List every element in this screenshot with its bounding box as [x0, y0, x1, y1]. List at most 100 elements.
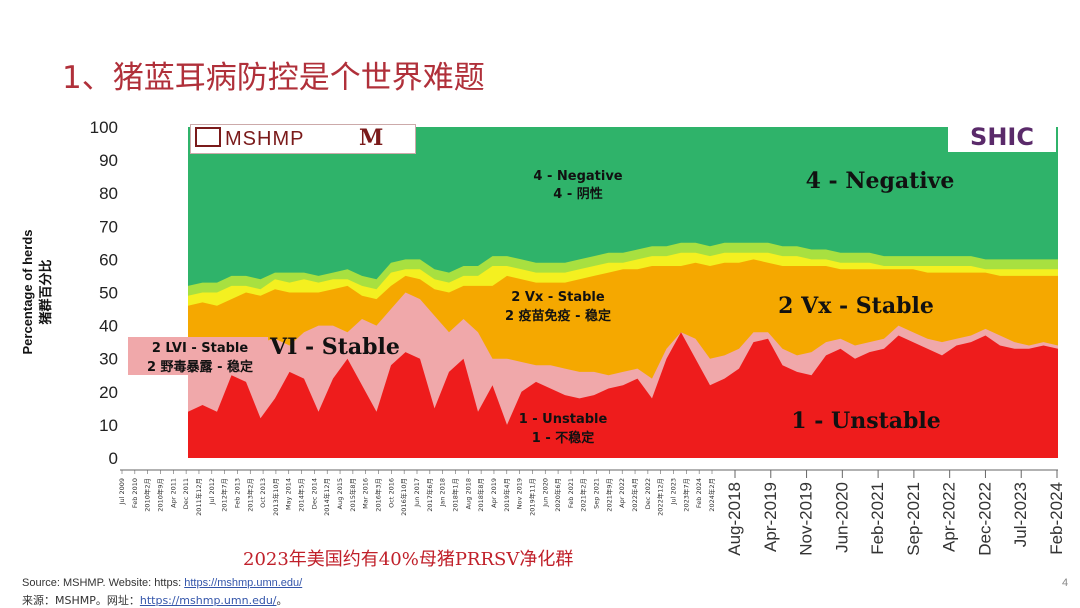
- x-tick-label-small: 2016年3月: [374, 478, 383, 512]
- lvi-label-box: [128, 337, 268, 375]
- y-axis: 0 10 20 30 40 50 60 70 80 90 100 Percentage of herd…: [20, 118, 118, 468]
- umn-logo-mark: M: [359, 125, 384, 151]
- x-tick-label-small: 2017年6月: [425, 478, 434, 512]
- annotation-negative-large: 4 - Negative: [806, 168, 955, 194]
- x-tick-label-small: Jul 2009: [118, 478, 126, 505]
- y-tick-label: 10: [99, 416, 118, 435]
- chart-annotations: 4 - Negative 4 - 阴性 4 - Negative 2 Vx - Sta…: [128, 168, 954, 446]
- annotation-lvi-cn: 2 野毒暴露 - 稳定: [147, 359, 253, 375]
- y-axis-label: Percentage of herds: [20, 230, 35, 355]
- x-tick-label-small: 2010年2月: [143, 478, 152, 512]
- x-tick-label-small: 2023年7月: [681, 478, 690, 512]
- x-tick-label-small: Nov 2019: [516, 478, 524, 509]
- x-tick-label-small: 2021年2月: [579, 478, 588, 512]
- x-tick-label-large: Jul-2023: [1011, 482, 1030, 547]
- slide-title: 1、猪蓝耳病防控是个世界难题: [62, 60, 485, 96]
- x-tick-label-small: 2012年7月: [220, 478, 229, 512]
- x-tick-label-large: Nov-2019: [797, 482, 816, 556]
- x-tick-label-small: Jun 2020: [541, 478, 549, 508]
- x-tick-label-small: Feb 2013: [233, 478, 241, 508]
- source-cn-suffix: 。: [276, 594, 288, 607]
- x-tick-label-small: Feb 2010: [131, 478, 139, 508]
- x-tick-label-small: Apr 2019: [490, 478, 498, 508]
- x-tick-label-small: Jul 2012: [208, 478, 216, 505]
- annotation-lvi-large: VI - Stable: [269, 334, 400, 360]
- x-tick-label-large: Aug-2018: [725, 482, 744, 556]
- x-tick-label-small: Aug 2018: [464, 478, 472, 509]
- x-tick-label-small: Mar 2016: [362, 478, 370, 509]
- mshmp-logo-text: MSHMP: [195, 127, 304, 151]
- annotation-vx-en: 2 Vx - Stable: [511, 290, 605, 305]
- annotation-unstable-large: 1 - Unstable: [791, 408, 940, 434]
- x-tick-label-small: 2013年10月: [271, 478, 280, 516]
- page-number: 4: [1062, 577, 1069, 589]
- x-tick-label-large: Sep-2021: [904, 482, 923, 556]
- annotation-negative-en: 4 - Negative: [533, 169, 622, 184]
- annotation-unstable-en: 1 - Unstable: [519, 412, 608, 427]
- y-tick-label: 70: [99, 217, 118, 236]
- source-chinese: 来源：MSHMP。网址：https://mshmp.umn.edu/。: [22, 592, 288, 608]
- x-tick-label-small: Apr 2022: [618, 478, 626, 508]
- x-tick-label-small: Jul 2023: [670, 478, 678, 505]
- x-tick-label-small: 2014年5月: [297, 478, 306, 512]
- x-tick-label-small: 2022年4月: [630, 478, 639, 512]
- y-tick-label: 100: [90, 118, 118, 137]
- area-layers: [188, 127, 1058, 458]
- x-tick-label-small: Apr 2011: [169, 478, 177, 508]
- x-tick-label-large: Apr-2019: [761, 482, 780, 552]
- x-tick-label-small: 2024年2月: [707, 478, 716, 512]
- x-tick-label-small: Jan 2018: [439, 478, 447, 508]
- x-tick-label-small: 2020年6月: [553, 478, 562, 512]
- x-tick-label-small: Oct 2013: [259, 478, 267, 508]
- x-tick-label-small: 2019年4月: [502, 478, 511, 512]
- source-cn-prefix: 来源：MSHMP。网址：: [22, 594, 140, 607]
- x-tick-label-large: Apr-2022: [940, 482, 959, 552]
- y-tick-label: 60: [99, 250, 118, 269]
- x-tick-label-large: Dec-2022: [975, 482, 994, 556]
- y-tick-label: 90: [99, 151, 118, 170]
- annotation-vx-large: 2 Vx - Stable: [778, 293, 934, 319]
- x-tick-label-small: Aug 2015: [336, 478, 344, 509]
- x-tick-label-small: Dec 2022: [644, 478, 652, 509]
- y-tick-label: 30: [99, 350, 118, 369]
- source-english: Source: MSHMP. Website: https: https://m…: [22, 577, 302, 589]
- x-tick-label-large: Jun-2020: [832, 482, 851, 553]
- x-tick-label-small: Feb 2021: [567, 478, 575, 508]
- x-tick-label-small: 2010年9月: [155, 478, 164, 512]
- x-tick-label-large: Feb-2021: [868, 482, 887, 555]
- y-axis-label-cn: 猪群百分比: [38, 259, 53, 325]
- monitor-icon: [195, 127, 221, 147]
- x-tick-label-small: 2018年8月: [476, 478, 485, 512]
- x-tick-label-small: Dec 2011: [182, 478, 190, 509]
- y-tick-label: 80: [99, 184, 118, 203]
- x-tick-label-large: Feb-2024: [1047, 482, 1066, 555]
- y-tick-label: 40: [99, 317, 118, 336]
- x-tick-label-small: Sep 2021: [593, 478, 601, 509]
- annotation-negative-cn: 4 - 阴性: [553, 186, 603, 202]
- annotation-unstable-cn: 1 - 不稳定: [532, 430, 595, 446]
- shic-logo: SHIC: [948, 122, 1056, 152]
- x-tick-label-small: Oct 2016: [387, 478, 395, 508]
- x-tick-label-small: 2014年12月: [322, 478, 331, 516]
- y-tick-label: 50: [99, 284, 118, 303]
- x-tick-label-small: Jun 2017: [413, 478, 421, 508]
- x-tick-label-small: 2013年2月: [245, 478, 254, 512]
- source-en-link[interactable]: https://mshmp.umn.edu/: [184, 577, 303, 589]
- mshmp-logo-label: MSHMP: [225, 128, 305, 150]
- slide-subtitle: 2023年美国约有40%母猪PRRSV净化群: [243, 549, 574, 570]
- source-en-prefix: Source: MSHMP. Website: https:: [22, 577, 185, 589]
- mshmp-logo: MSHMP M: [190, 124, 416, 154]
- x-tick-label-small: 2011年12月: [194, 478, 203, 516]
- annotation-vx-cn: 2 疫苗免疫 - 稳定: [505, 308, 611, 324]
- x-tick-label-small: 2016年10月: [399, 478, 408, 516]
- source-cn-link[interactable]: https://mshmp.umn.edu/: [139, 594, 277, 607]
- x-tick-label-small: 2018年1月: [450, 478, 459, 512]
- y-tick-label: 20: [99, 383, 118, 402]
- x-tick-label-small: Dec 2014: [310, 478, 318, 509]
- x-tick-label-small: 2022年12月: [656, 478, 665, 516]
- area-1-unstable: [188, 332, 1058, 458]
- y-tick-label: 0: [109, 449, 118, 468]
- x-tick-label-small: 2015年8月: [348, 478, 357, 512]
- x-axis: Jul 2009 Feb 2010 2010年2月 2010年9月 Apr 2011 De…: [118, 469, 1066, 556]
